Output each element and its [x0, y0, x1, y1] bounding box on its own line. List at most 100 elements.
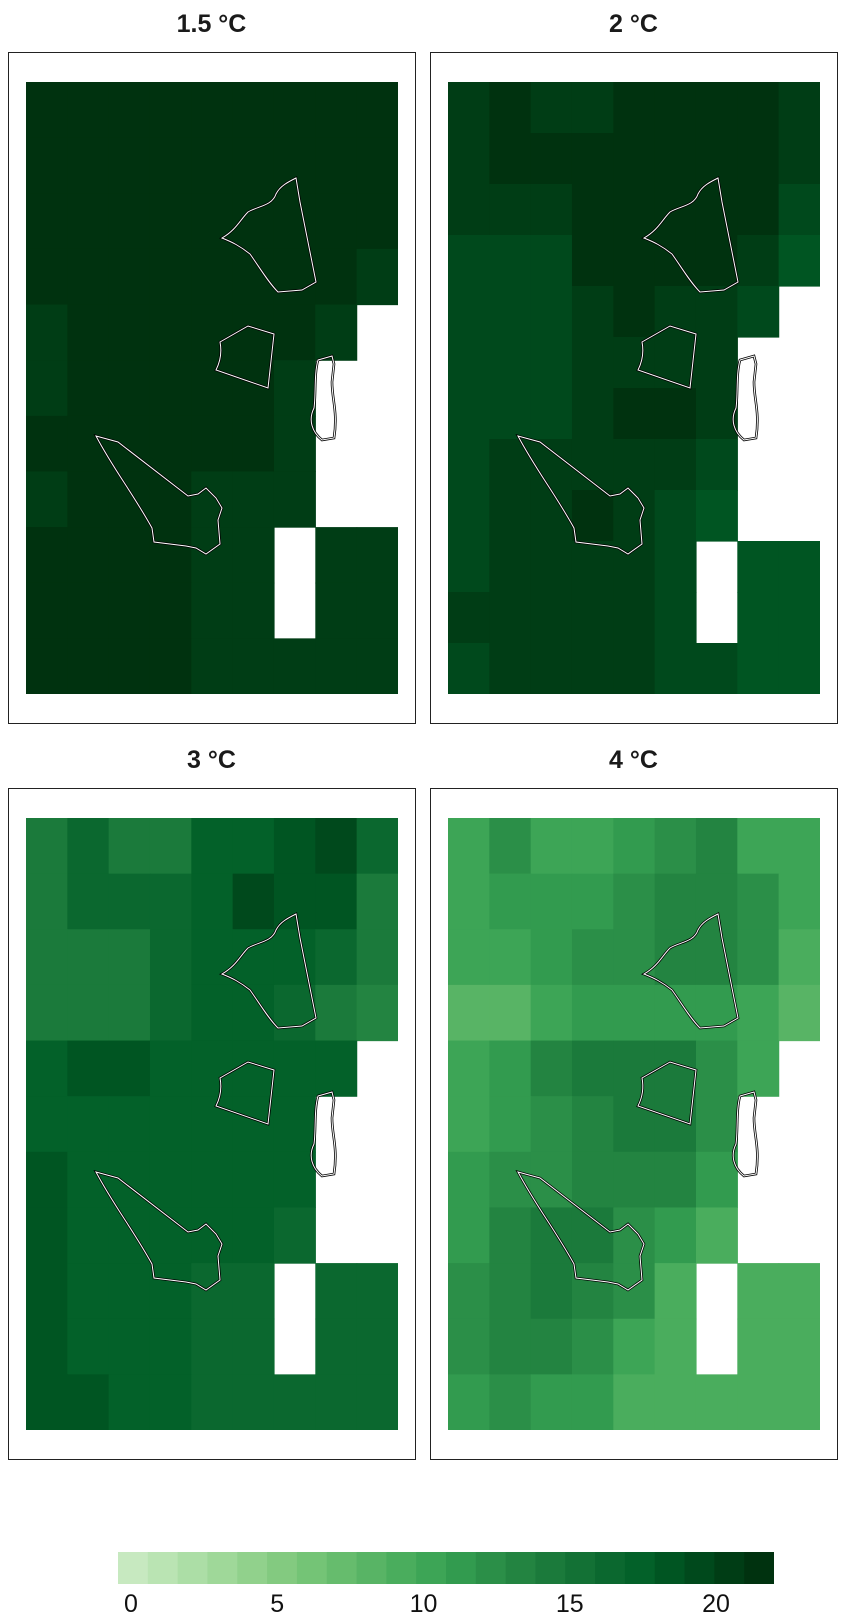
grid-cell [778, 82, 820, 134]
grid-cell [654, 1151, 697, 1209]
grid-cell [530, 184, 573, 236]
grid-cell [571, 1263, 614, 1320]
grid-cell [273, 818, 316, 875]
grid-cell [489, 818, 532, 875]
grid-cell [448, 235, 490, 287]
grid-cell [571, 1151, 614, 1209]
colorbar-segment [595, 1552, 626, 1584]
grid-cell [571, 82, 614, 134]
region-outline [310, 355, 336, 441]
grid-cell [489, 388, 532, 440]
grid-cell [695, 929, 738, 986]
grid-cell [108, 1318, 151, 1375]
grid-cell [108, 1096, 151, 1153]
grid-cell [67, 582, 110, 639]
panel-title-4: 4 °C [609, 746, 658, 774]
grid-cell [273, 193, 316, 250]
grid-cell [448, 984, 490, 1042]
region-outline [732, 1091, 758, 1177]
grid-cell [613, 337, 656, 389]
grid-cell [232, 82, 275, 139]
grid-cell [530, 873, 573, 930]
grid-cell [108, 929, 151, 986]
grid-cell [149, 415, 192, 473]
grid-cell [737, 1374, 780, 1430]
grid-cell [315, 527, 358, 584]
grid-cell [191, 360, 234, 417]
region-outline [637, 1061, 697, 1125]
grid-cell [273, 1096, 316, 1153]
heatmap-grid-2 [448, 82, 820, 694]
grid-cell [356, 929, 398, 986]
grid-cell [737, 1263, 780, 1320]
grid-cell [149, 471, 192, 528]
grid-cell [695, 643, 738, 694]
grid-cell [108, 1040, 151, 1097]
grid-cell [530, 1263, 573, 1320]
grid-cell [530, 286, 573, 338]
colorbar-segment [624, 1552, 656, 1584]
grid-cell [26, 1040, 68, 1097]
grid-cell [448, 643, 490, 694]
grid-cell [315, 304, 358, 361]
colorbar-segment [446, 1552, 477, 1584]
grid-cell [191, 1207, 234, 1264]
grid-cell [356, 984, 398, 1042]
grid-cell [489, 1318, 532, 1375]
grid-cell [654, 818, 697, 875]
grid-cell [695, 1374, 738, 1430]
grid-cell [26, 527, 68, 584]
grid-cell [356, 638, 398, 694]
grid-cell [448, 1374, 490, 1430]
grid-cell [191, 1318, 234, 1375]
grid-cell [273, 1207, 316, 1264]
grid-cell [232, 1318, 275, 1375]
grid-cell [232, 1374, 275, 1430]
grid-cell [737, 1318, 780, 1375]
grid-cell [149, 818, 192, 875]
grid-cell [232, 471, 275, 528]
grid-cell [67, 527, 110, 584]
grid-cell [315, 193, 358, 250]
grid-cell [108, 1374, 151, 1430]
grid-cell [613, 184, 656, 236]
grid-cell [315, 248, 358, 306]
grid-cell [489, 184, 532, 236]
grid-cell [448, 541, 490, 593]
colorbar-segment [326, 1552, 358, 1584]
grid-cell [67, 82, 110, 139]
grid-cell [654, 643, 697, 694]
grid-cell [273, 929, 316, 986]
grid-cell [530, 541, 573, 593]
grid-cell [489, 1207, 532, 1264]
grid-cell [273, 471, 316, 528]
grid-cell [489, 82, 532, 134]
grid-cell [232, 415, 275, 473]
grid-cell [26, 1263, 68, 1320]
grid-cell [613, 592, 656, 644]
grid-cell [191, 527, 234, 584]
colorbar-tick-label: 5 [270, 1590, 285, 1618]
region-outline [220, 177, 317, 293]
grid-cell [232, 1207, 275, 1264]
grid-cell [232, 638, 275, 694]
grid-cell [26, 1318, 68, 1375]
grid-cell [613, 1318, 656, 1375]
colorbar-segment [267, 1552, 298, 1584]
grid-cell [695, 1040, 738, 1097]
grid-cell [356, 1318, 398, 1375]
colorbar-segment [535, 1552, 566, 1584]
grid-cell [149, 1374, 192, 1430]
grid-cell [448, 337, 490, 389]
colorbar-segment [565, 1552, 596, 1584]
grid-cell [489, 541, 532, 593]
grid-cell [191, 873, 234, 930]
grid-cell [26, 638, 68, 694]
grid-cell [191, 1096, 234, 1153]
grid-cell [613, 439, 656, 491]
grid-cell [571, 592, 614, 644]
grid-cell [530, 592, 573, 644]
grid-cell [489, 1263, 532, 1320]
grid-cell [571, 929, 614, 986]
grid-cell [67, 137, 110, 194]
